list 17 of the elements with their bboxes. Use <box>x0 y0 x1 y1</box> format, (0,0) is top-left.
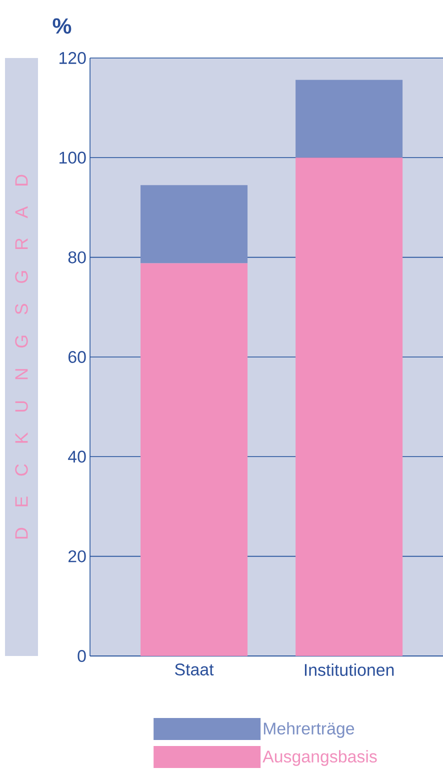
y-tick-label: 60 <box>68 350 86 363</box>
bar <box>296 158 403 656</box>
y-tick-label: 40 <box>68 450 86 463</box>
y-axis-title: D E C K U N G S G R A D <box>15 174 28 539</box>
text: Mehrerträge <box>264 722 354 738</box>
bar <box>140 263 248 656</box>
y-tick-label: 20 <box>68 550 86 562</box>
x-tick-label: Institutionen <box>304 664 394 676</box>
y-tick-label: 100 <box>60 152 86 164</box>
text: % <box>52 18 72 34</box>
y-tick-label: 0 <box>78 650 86 662</box>
bar <box>140 185 248 264</box>
y-tick-label: 120 <box>60 52 86 64</box>
x-tick-label: Staat <box>175 664 214 676</box>
bar <box>296 80 403 158</box>
y-tick-label: 80 <box>68 251 86 264</box>
text: Ausgangsbasis <box>262 750 377 766</box>
